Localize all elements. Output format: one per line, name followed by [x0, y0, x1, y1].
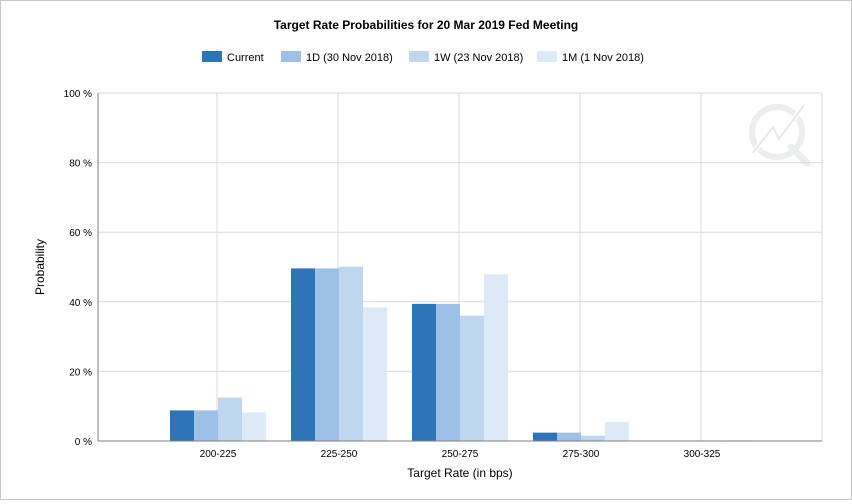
x-axis-label: Target Rate (in bps)	[407, 466, 512, 480]
axes	[97, 93, 822, 442]
bar-200-225-1w	[218, 397, 242, 441]
y-tick-label: 60 %	[69, 228, 92, 239]
x-tick-label: 250-275	[442, 449, 479, 460]
bar-275-300-current	[533, 432, 557, 441]
legend-label: 1W (23 Nov 2018)	[434, 52, 523, 64]
legend-label: Current	[227, 52, 264, 64]
legend-swatch	[537, 51, 557, 62]
legend-item: Current	[202, 51, 264, 64]
x-tick-label: 200-225	[200, 449, 237, 460]
y-axis-ticks: 0 % 20 % 40 % 60 % 80 % 100 %	[64, 89, 92, 448]
y-tick-label: 100 %	[64, 89, 92, 100]
bar-250-275-current	[412, 303, 436, 441]
legend-item: 1D (30 Nov 2018)	[281, 51, 393, 64]
legend-item: 1W (23 Nov 2018)	[409, 51, 523, 64]
bar-275-300-1d	[557, 432, 581, 441]
y-tick-label: 20 %	[69, 367, 92, 378]
x-tick-label: 275-300	[563, 449, 600, 460]
bar-275-300-1w	[581, 435, 605, 441]
bar-250-275-1m	[484, 274, 508, 441]
bar-275-300-1m	[605, 421, 629, 441]
bar-225-250-1d	[315, 268, 339, 441]
legend: Current 1D (30 Nov 2018) 1W (23 Nov 2018) 1…	[202, 51, 644, 64]
bars	[170, 266, 750, 441]
bar-250-275-1w	[460, 315, 484, 441]
bar-225-250-current	[291, 268, 315, 441]
x-tick-label: 225-250	[321, 449, 358, 460]
x-tick-label: 300-325	[684, 449, 721, 460]
bar-250-275-1d	[436, 303, 460, 441]
legend-swatch	[281, 51, 301, 62]
bar-200-225-1d	[194, 410, 218, 441]
y-tick-label: 80 %	[69, 159, 92, 170]
legend-label: 1M (1 Nov 2018)	[562, 52, 644, 64]
bar-225-250-1w	[339, 266, 363, 441]
bar-200-225-current	[170, 410, 194, 441]
quote-logo-watermark	[749, 103, 811, 167]
legend-item: 1M (1 Nov 2018)	[537, 51, 644, 64]
y-tick-label: 40 %	[69, 298, 92, 309]
chart-title: Target Rate Probabilities for 20 Mar 201…	[274, 18, 579, 32]
legend-swatch	[202, 51, 222, 62]
x-axis-ticks: 200-225 225-250 250-275 275-300 300-325	[200, 449, 721, 460]
y-tick-label: 0 %	[75, 437, 92, 448]
legend-swatch	[409, 51, 429, 62]
y-axis-label: Probability	[33, 239, 47, 295]
bar-225-250-1m	[363, 307, 387, 441]
legend-label: 1D (30 Nov 2018)	[306, 52, 393, 64]
bar-200-225-1m	[242, 412, 266, 441]
